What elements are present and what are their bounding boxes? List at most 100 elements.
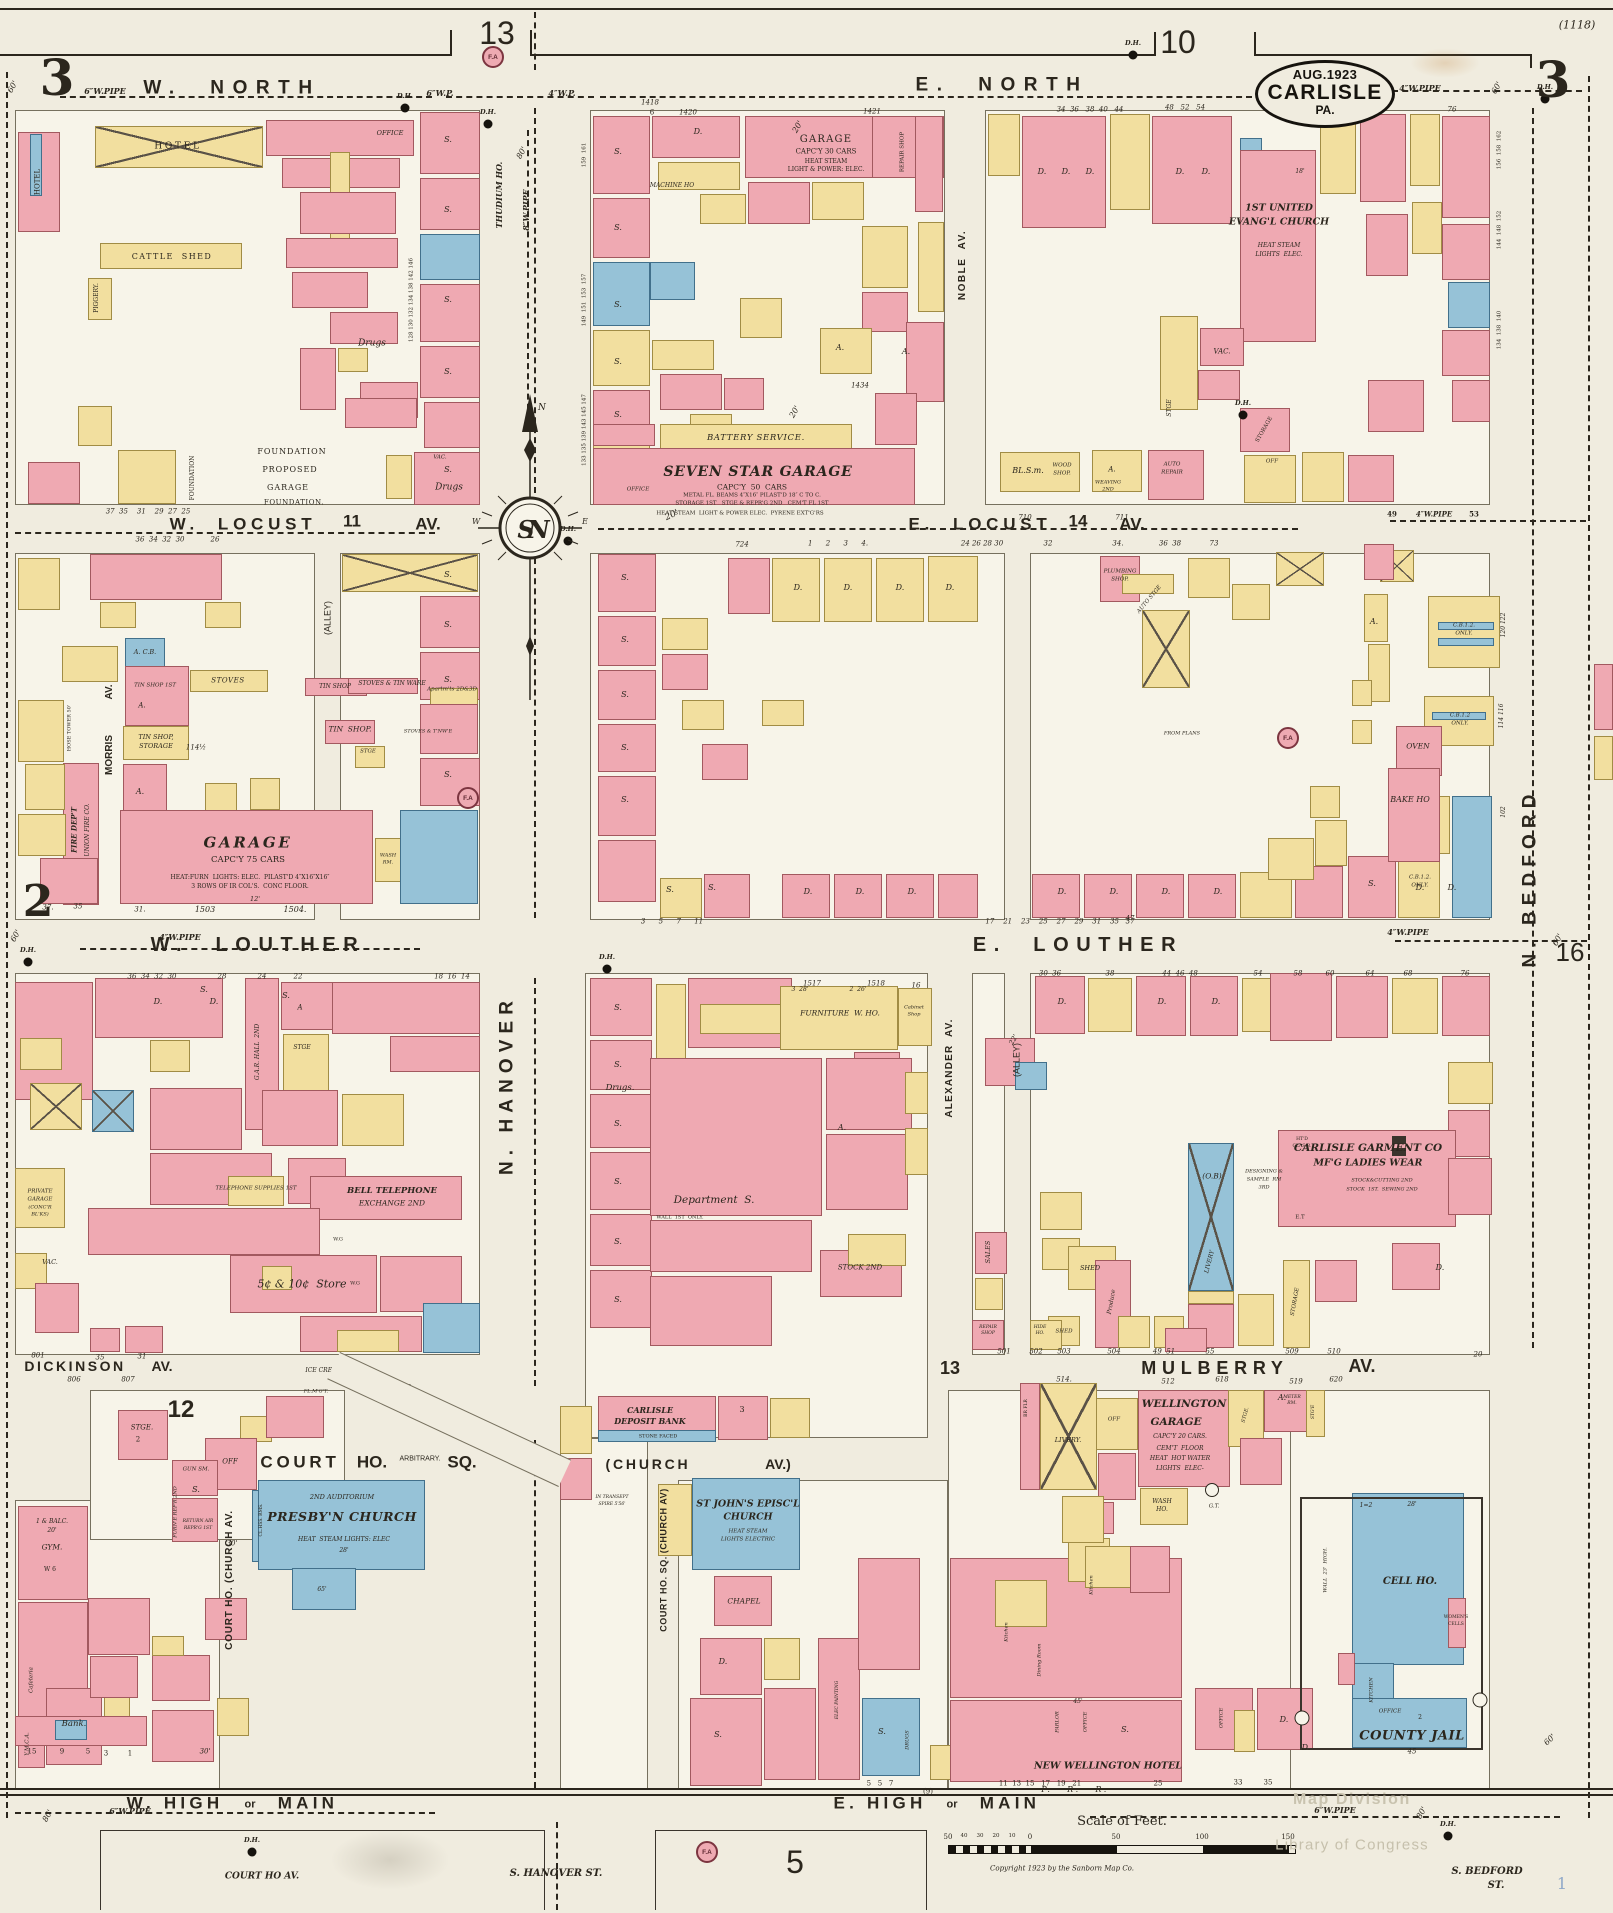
building-footprint (598, 776, 656, 836)
map-label: D. (1085, 167, 1095, 176)
building-footprint (1240, 150, 1316, 342)
water-hydrant-marker (400, 103, 410, 113)
bank: Bank. (61, 1718, 87, 1729)
map-label: SPIRE 5'56' (598, 1501, 626, 1507)
map-label: OFFICE (1218, 1707, 1225, 1729)
building-footprint (590, 1094, 652, 1148)
building-footprint (1084, 874, 1132, 918)
building-footprint (704, 874, 750, 918)
building-footprint (375, 838, 401, 882)
map-label: 502 (1029, 1347, 1043, 1356)
cattle-shed: CATTLE SHED (131, 252, 213, 261)
building-footprint (1348, 856, 1396, 918)
map-label: IN TRANSEPT (595, 1494, 629, 1500)
adjacent-sheet-5: 5 (786, 1844, 804, 1880)
map-label: 1517 (803, 979, 821, 988)
building-footprint (1315, 820, 1347, 866)
street-morris-av: MORRIS (104, 735, 115, 775)
fire-alarm-marker: F.A (457, 787, 479, 809)
map-label: OFF (222, 1457, 238, 1466)
building-footprint (345, 398, 417, 428)
pipe-line (600, 96, 1252, 100)
map-label: PRIVATE (27, 1188, 53, 1195)
building-footprint (62, 646, 118, 682)
building-footprint (414, 452, 480, 505)
map-label: 37 35 31 29 27 25 (105, 507, 191, 516)
map-label: or (946, 1798, 958, 1811)
map-label: 11 (343, 511, 361, 531)
map-label: 2ND (1102, 486, 1114, 493)
map-label: 724 (735, 540, 749, 549)
building-footprint (88, 1598, 150, 1655)
border-line (0, 8, 1613, 10)
map-label: Cafeteria (28, 1667, 35, 1693)
loc-stamp-line2: Library of Congress (1275, 1836, 1429, 1854)
building-footprint (230, 1255, 377, 1313)
building-footprint (898, 988, 932, 1046)
map-label: 49 51 (1152, 1347, 1176, 1356)
map-label: 16 (911, 981, 921, 990)
map-label: Apartm'ts 2D&3D (427, 686, 477, 693)
map-label: WOOD (1052, 462, 1072, 469)
pipe-line (1588, 76, 1592, 1818)
map-label: 15 (27, 1747, 37, 1756)
building-footprint (650, 1058, 822, 1216)
map-label: 76 (1447, 105, 1457, 114)
map-label: 28 (217, 972, 227, 981)
building-footprint (420, 596, 480, 648)
map-label: 4″W.PIPE (1415, 509, 1453, 519)
building-footprint (700, 194, 746, 224)
building-footprint (262, 1090, 338, 1146)
building-footprint (1283, 1260, 1310, 1348)
water-hydrant-marker (563, 536, 573, 546)
map-label: STOVES (211, 676, 245, 685)
building-footprint (1030, 1320, 1062, 1350)
map-label: S. (714, 1730, 722, 1739)
map-label: 501 (997, 1347, 1011, 1356)
jail-wall (1300, 1497, 1483, 1750)
building-footprint (95, 126, 263, 168)
map-label: SAMPLE RM (1246, 1176, 1282, 1183)
building-footprint (938, 874, 978, 918)
building-footprint (660, 374, 722, 410)
map-label: 54 (1253, 969, 1263, 978)
scale-segment (1117, 1846, 1203, 1853)
building-footprint (90, 1656, 138, 1698)
building-footprint (1428, 596, 1500, 668)
building-footprint (1238, 1294, 1274, 1346)
map-label: HO. (356, 1452, 388, 1472)
map-label: 620 (1329, 1375, 1343, 1384)
building-footprint (848, 1234, 906, 1266)
building-footprint (862, 292, 908, 332)
map-label: COURT HO. SQ. (CHURCH AV) (658, 1488, 669, 1632)
map-label: S. (614, 357, 622, 366)
map-label: LIGHTS ELECTRIC (720, 1536, 776, 1543)
building-footprint (78, 406, 112, 446)
map-label: 45 (1407, 1747, 1417, 1756)
building-footprint (1310, 786, 1340, 818)
loc-stamp-line1: Map Division (1293, 1791, 1411, 1808)
map-label: TELEPHONE SUPPLIES 1ST (215, 1185, 297, 1192)
building-footprint (1198, 370, 1240, 400)
chapel: CHAPEL (727, 1596, 761, 1606)
map-label: HEAT STEAM LIGHTS: ELEC (297, 1536, 391, 1543)
map-label: S. (621, 690, 629, 699)
map-label: S. (621, 795, 629, 804)
building-footprint (1022, 116, 1106, 228)
building-footprint (1015, 1062, 1047, 1090)
map-label: FOUNDATION. (263, 498, 325, 507)
pipe-line (15, 532, 435, 536)
map-label: 114 116 (1498, 703, 1505, 729)
map-label: 18 16 14 (434, 972, 470, 981)
map-label: 4″W.PIPE (1387, 927, 1429, 937)
map-label: 25 (1153, 1779, 1163, 1788)
map-label: S. (878, 1727, 886, 1736)
map-label: BL'KS) (31, 1211, 49, 1218)
building-footprint (1234, 1710, 1255, 1752)
building-footprint (152, 1655, 210, 1701)
building-footprint (18, 814, 66, 856)
building-footprint (95, 978, 223, 1038)
garage-30-cars: GARAGE (799, 134, 853, 145)
building-footprint (1136, 874, 1184, 918)
